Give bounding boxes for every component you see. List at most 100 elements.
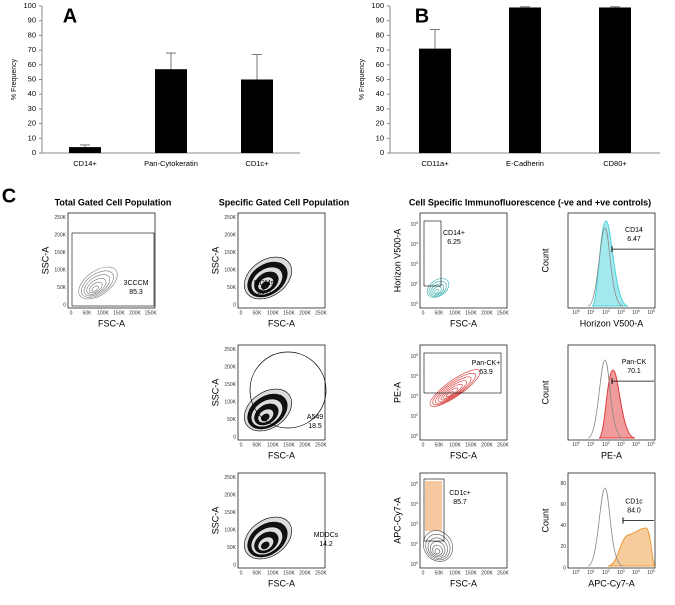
log-base: 10 bbox=[410, 562, 416, 568]
log-base: 10 bbox=[410, 222, 416, 228]
log-tick-label: 100 bbox=[572, 569, 580, 576]
y-tick-label: 50K bbox=[57, 285, 67, 291]
y-tick-label: 10 bbox=[376, 133, 384, 142]
bar bbox=[69, 147, 101, 153]
x-tick-label: E-Cadherin bbox=[506, 159, 544, 168]
log-tick-label: 104 bbox=[410, 373, 418, 380]
log-base: 10 bbox=[632, 310, 638, 316]
x-tick-label: 0 bbox=[240, 442, 243, 448]
log-exponent: 1 bbox=[593, 309, 595, 313]
density-contour bbox=[81, 270, 114, 298]
y-axis-label: PE-A bbox=[392, 382, 402, 403]
y-tick-label: 0 bbox=[233, 302, 236, 308]
gate-name: A549 bbox=[307, 414, 323, 421]
log-exponent: 2 bbox=[608, 309, 610, 313]
y-tick-label: 250K bbox=[54, 215, 66, 221]
log-exponent: 3 bbox=[623, 309, 625, 313]
log-exponent: 0 bbox=[578, 309, 580, 313]
log-exponent: 2 bbox=[416, 281, 418, 285]
flow-plot: FSC-A SSC-A 0 50K 100K 150K 200K 250K 0 50K 100K 15… bbox=[210, 212, 327, 328]
x-tick-label: 50K bbox=[435, 442, 445, 448]
density-contour bbox=[86, 278, 107, 295]
y-axis-label: Horizon V500-A bbox=[392, 229, 402, 293]
flow-plot: FSC-A SSC-A 0 50K 100K 150K 200K 250K 0 50K 100K 15… bbox=[40, 212, 157, 328]
log-exponent: 4 bbox=[638, 569, 640, 573]
log-tick-label: 102 bbox=[410, 413, 418, 420]
x-tick-label: 250K bbox=[145, 310, 157, 316]
x-tick-label: 200K bbox=[299, 442, 311, 448]
log-base: 10 bbox=[410, 522, 416, 528]
y-tick-label: 60 bbox=[560, 502, 566, 508]
y-tick-label: 200K bbox=[224, 364, 236, 370]
log-tick-label: 100 bbox=[572, 441, 580, 448]
x-tick-label: 150K bbox=[283, 310, 295, 316]
log-tick-label: 102 bbox=[410, 281, 418, 288]
density-contour bbox=[435, 376, 472, 404]
y-tick-label: 10 bbox=[28, 133, 36, 142]
x-tick-label: 150K bbox=[113, 310, 125, 316]
y-tick-label: 100 bbox=[23, 1, 36, 10]
x-tick-label: 150K bbox=[465, 442, 477, 448]
log-exponent: 0 bbox=[416, 433, 418, 437]
x-tick-label: 100K bbox=[267, 310, 279, 316]
gate-value: 6.47 bbox=[627, 236, 641, 243]
log-base: 10 bbox=[617, 570, 623, 576]
x-tick-label: 50K bbox=[435, 570, 445, 576]
log-base: 10 bbox=[632, 570, 638, 576]
log-tick-label: 100 bbox=[572, 309, 580, 316]
x-tick-label: 150K bbox=[283, 570, 295, 576]
panel-letter: B bbox=[415, 5, 429, 27]
x-tick-label: CD11a+ bbox=[421, 159, 449, 168]
y-tick-label: 150K bbox=[224, 510, 236, 516]
y-axis-label: Count bbox=[540, 380, 550, 405]
log-base: 10 bbox=[410, 242, 416, 248]
y-tick-label: 80 bbox=[28, 30, 36, 39]
x-tick-label: 250K bbox=[497, 570, 509, 576]
x-axis-label: FSC-A bbox=[450, 578, 477, 588]
x-tick-label: 50K bbox=[253, 570, 263, 576]
gate-name: CD1c+ bbox=[449, 490, 471, 497]
log-base: 10 bbox=[410, 354, 416, 360]
log-exponent: 3 bbox=[416, 393, 418, 397]
gate bbox=[423, 352, 502, 394]
log-tick-label: 102 bbox=[602, 441, 610, 448]
y-axis-label: % Frequency bbox=[11, 58, 18, 100]
x-tick-label: 250K bbox=[497, 442, 509, 448]
log-base: 10 bbox=[410, 542, 416, 548]
log-tick-label: 104 bbox=[410, 241, 418, 248]
log-exponent: 4 bbox=[416, 501, 418, 505]
log-tick-label: 102 bbox=[410, 541, 418, 548]
y-tick-label: 40 bbox=[560, 523, 566, 529]
y-axis-label: Count bbox=[540, 508, 550, 533]
y-tick-label: 0 bbox=[233, 562, 236, 568]
positive-histogram bbox=[607, 527, 656, 567]
flow-plot: PE-A Count Pan-CK 70.1 bbox=[540, 344, 656, 460]
log-exponent: 1 bbox=[593, 441, 595, 445]
bar bbox=[599, 7, 631, 153]
plot-frame bbox=[419, 344, 508, 441]
gate-value: 14.2 bbox=[319, 541, 333, 548]
y-tick-label: 70 bbox=[28, 45, 36, 54]
y-tick-label: 150K bbox=[54, 250, 66, 256]
gate-value: 39.5 bbox=[257, 289, 271, 296]
log-tick-label: 105 bbox=[410, 481, 418, 488]
log-exponent: 2 bbox=[416, 541, 418, 545]
gate-name: CD14+ bbox=[443, 230, 465, 237]
bar bbox=[155, 69, 187, 153]
plot-frame bbox=[67, 212, 156, 309]
log-base: 10 bbox=[647, 570, 653, 576]
log-base: 10 bbox=[410, 282, 416, 288]
positive-histogram bbox=[591, 220, 629, 307]
log-tick-label: 103 bbox=[410, 393, 418, 400]
plot-frame bbox=[419, 472, 508, 569]
x-axis-label: FSC-A bbox=[268, 450, 295, 460]
log-exponent: 5 bbox=[416, 221, 418, 225]
y-tick-label: 50K bbox=[227, 545, 237, 551]
control-histogram bbox=[587, 487, 624, 567]
y-tick-label: 150K bbox=[224, 250, 236, 256]
control-histogram bbox=[587, 359, 624, 439]
density-contour bbox=[261, 541, 270, 550]
density-contour bbox=[434, 289, 440, 294]
y-tick-label: 0 bbox=[32, 148, 36, 157]
